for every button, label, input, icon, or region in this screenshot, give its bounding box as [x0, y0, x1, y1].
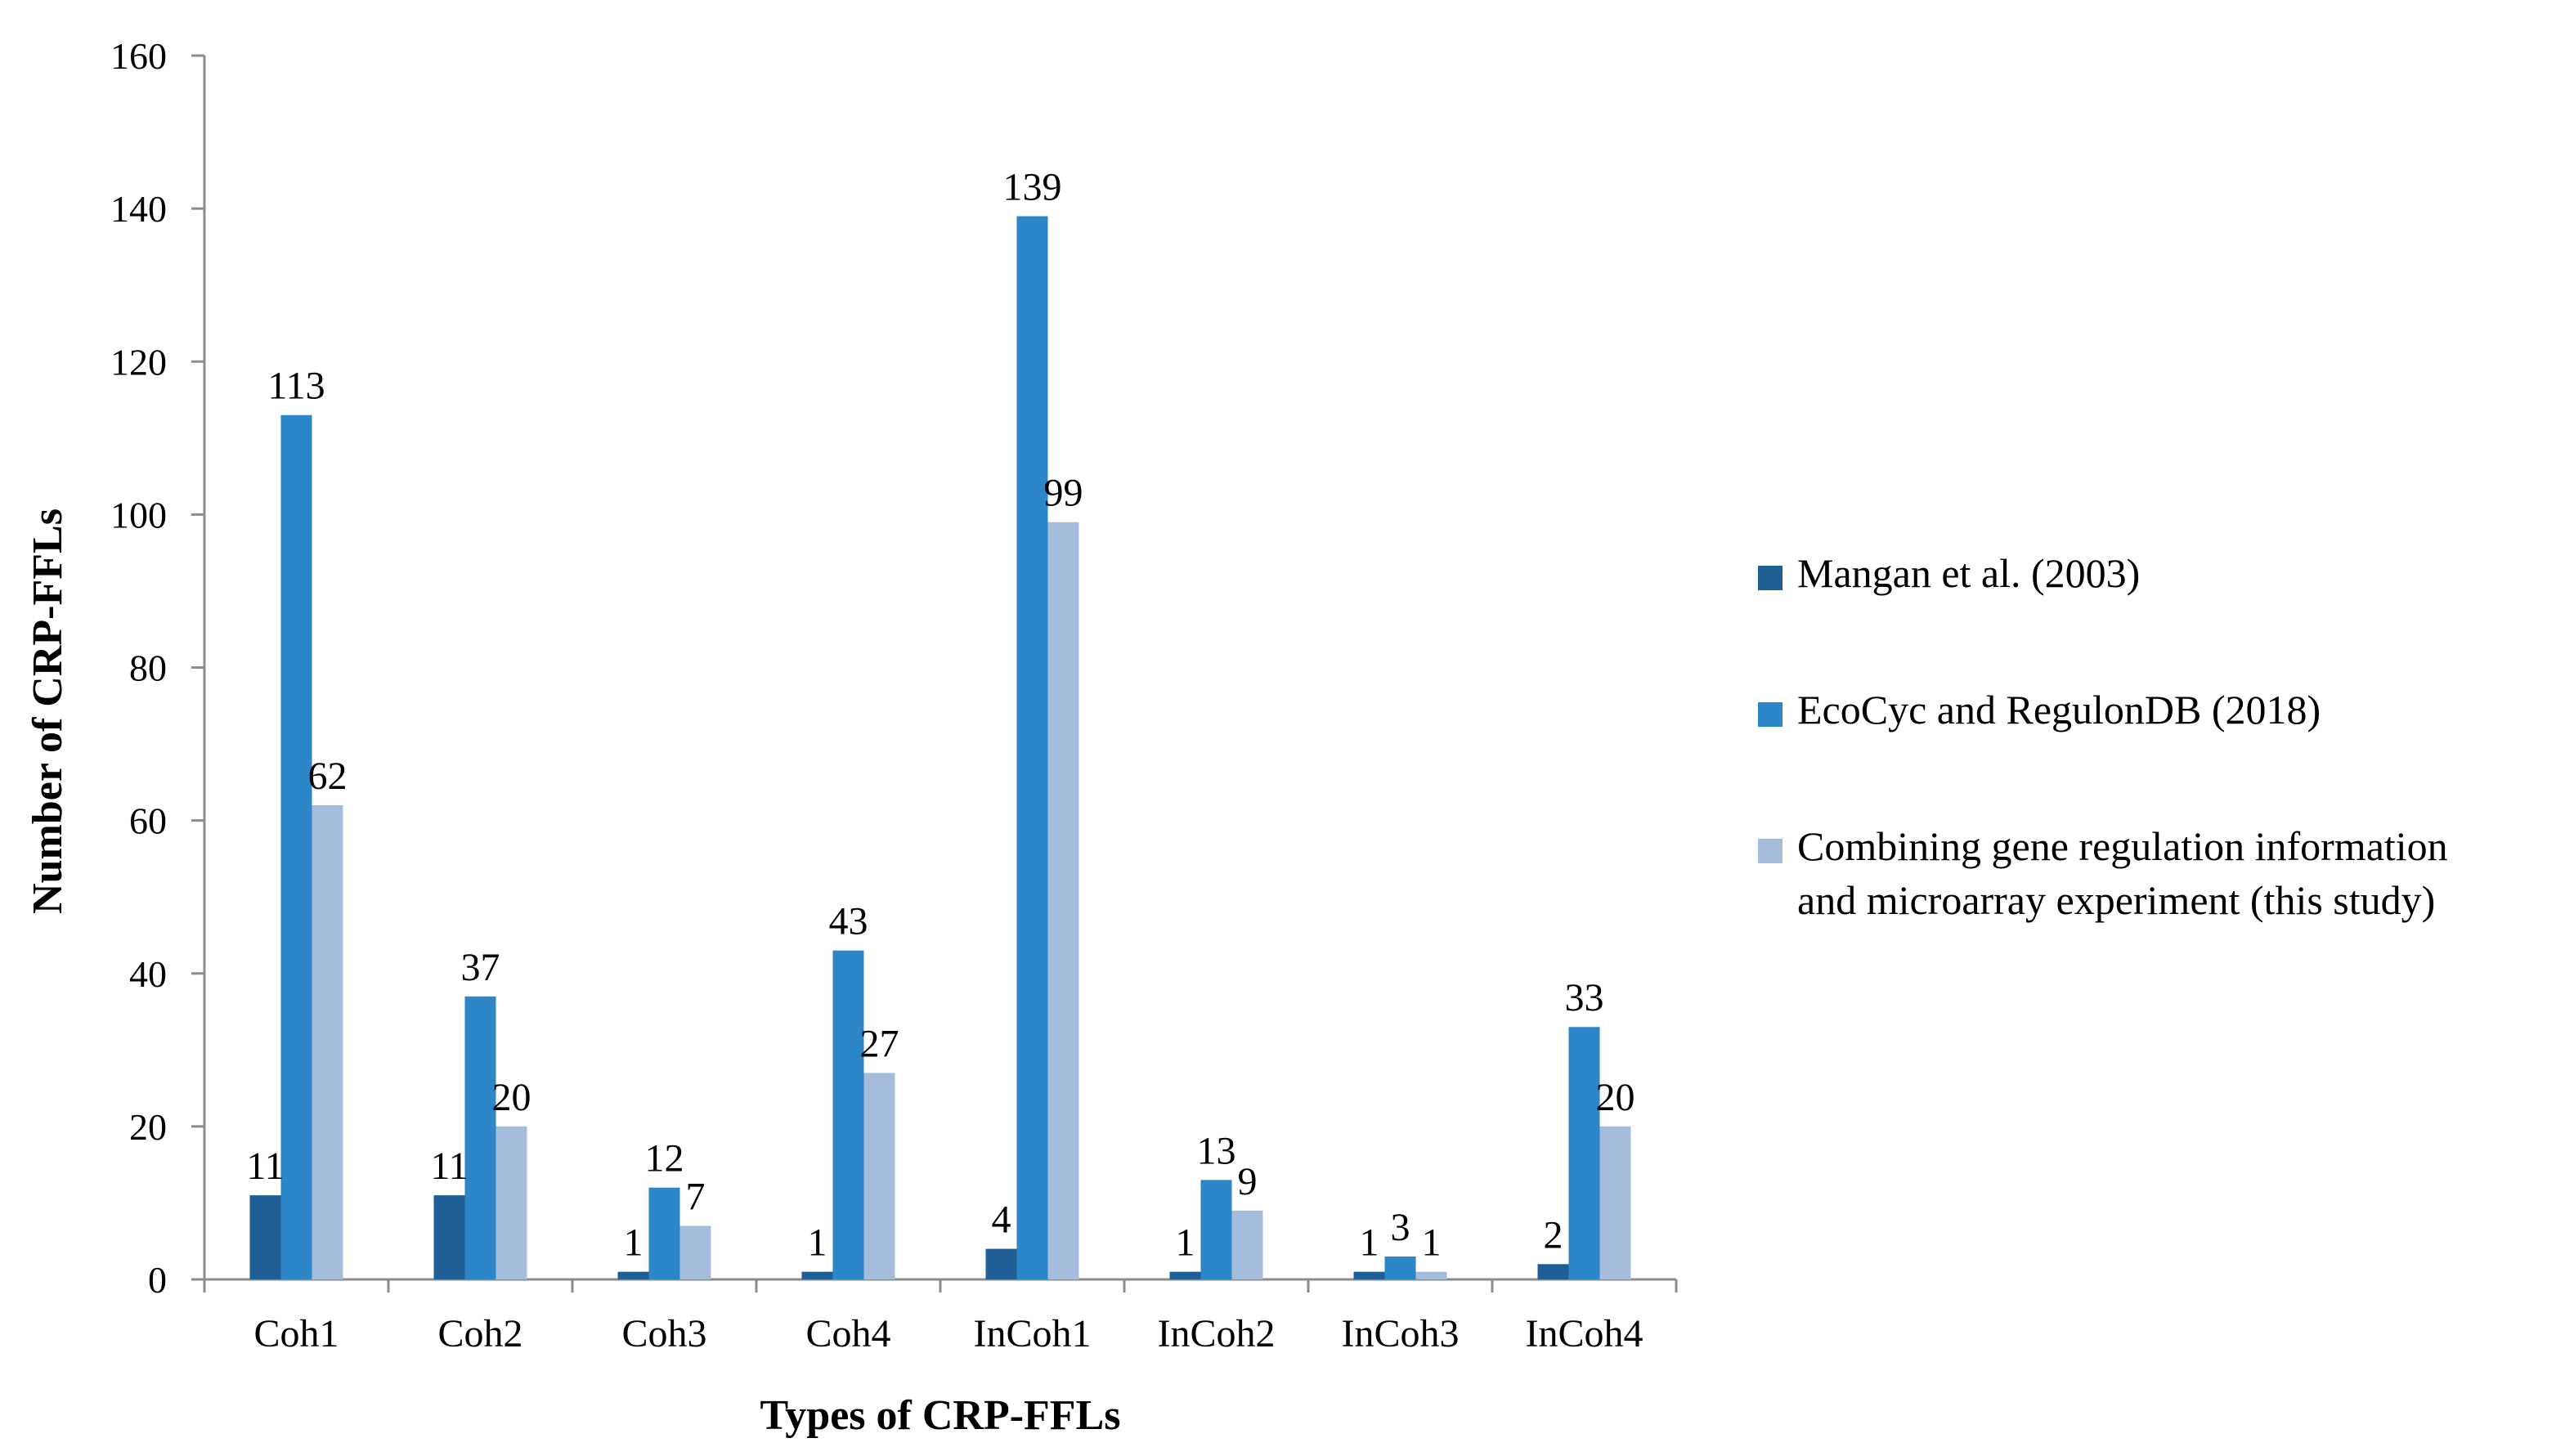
y-tick-label: 120: [110, 341, 167, 383]
y-tick-label: 100: [110, 494, 167, 535]
bar: [1537, 1264, 1569, 1279]
legend-swatch: [1758, 566, 1783, 590]
legend-label: Mangan et al. (2003): [1797, 550, 2140, 596]
y-tick-label: 20: [129, 1106, 167, 1148]
data-label: 7: [686, 1176, 706, 1219]
y-tick-label: 80: [129, 647, 167, 689]
data-label: 62: [308, 755, 348, 798]
data-label: 1: [808, 1221, 827, 1265]
y-axis: 0 20 40 60 80 100 120 140 160: [110, 35, 206, 1301]
bar: [1231, 1210, 1263, 1279]
bar: [1384, 1256, 1416, 1279]
bar: [1200, 1180, 1232, 1279]
x-category-label: Coh2: [437, 1312, 522, 1355]
legend-label: EcoCyc and RegulonDB (2018): [1797, 687, 2321, 732]
data-label: 139: [1003, 165, 1062, 208]
data-label: 27: [860, 1022, 899, 1065]
y-tick-label: 0: [148, 1259, 167, 1301]
bar: [679, 1225, 711, 1279]
x-category-label: InCoh3: [1342, 1312, 1460, 1355]
bar: [1169, 1271, 1201, 1279]
bar: [433, 1195, 465, 1279]
bar: [1568, 1027, 1600, 1279]
y-axis-title: Number of CRP-FFLs: [25, 508, 71, 914]
bar: [496, 1126, 527, 1279]
data-label: 13: [1197, 1129, 1236, 1172]
bar: [280, 414, 312, 1279]
data-label: 43: [829, 900, 868, 943]
data-label: 37: [461, 946, 500, 989]
data-label: 3: [1391, 1206, 1410, 1249]
bar: [1599, 1126, 1631, 1279]
x-category-label: Coh1: [253, 1312, 339, 1355]
bar: [464, 996, 496, 1279]
data-label: 1: [1360, 1221, 1379, 1265]
bars: [249, 216, 1631, 1280]
bar: [648, 1187, 680, 1279]
data-label: 113: [267, 365, 325, 408]
y-tick-label: 40: [129, 953, 167, 995]
bar: [832, 950, 864, 1279]
y-tick-label: 60: [129, 800, 167, 842]
bar: [1353, 1271, 1385, 1279]
data-label: 9: [1238, 1160, 1258, 1203]
data-label: 1: [624, 1221, 644, 1265]
bar: [1415, 1271, 1447, 1279]
bar: [312, 804, 343, 1279]
bar: [801, 1271, 833, 1279]
x-axis-title: Types of CRP-FFLs: [760, 1392, 1120, 1439]
legend-swatch: [1758, 839, 1783, 863]
x-category-label: Coh3: [621, 1312, 706, 1355]
data-label: 4: [992, 1198, 1011, 1242]
y-tick-label: 160: [110, 35, 167, 77]
x-axis: Coh1 Coh2 Coh3 Coh4 InCoh1 InCoh2 InCoh3 InCoh4: [203, 1278, 1678, 1355]
bar: [1016, 216, 1048, 1280]
legend: Mangan et al. (2003) EcoCyc and RegulonDB…: [1758, 550, 2448, 923]
data-label: 20: [1596, 1076, 1635, 1119]
bar: [617, 1271, 649, 1279]
bar: [1047, 522, 1079, 1279]
data-label: 2: [1544, 1213, 1563, 1257]
data-label: 99: [1044, 472, 1083, 515]
data-label: 33: [1565, 976, 1604, 1019]
x-category-label: InCoh1: [974, 1312, 1092, 1355]
data-label: 20: [492, 1076, 531, 1119]
x-category-label: Coh4: [805, 1312, 890, 1355]
legend-swatch: [1758, 702, 1783, 727]
data-label: 1: [1176, 1221, 1195, 1265]
bar: [863, 1073, 895, 1279]
legend-label: and microarray experiment (this study): [1797, 877, 2435, 923]
data-label: 11: [430, 1145, 468, 1188]
bar: [985, 1248, 1017, 1279]
y-tick-label: 140: [110, 188, 167, 230]
x-category-label: InCoh4: [1526, 1312, 1644, 1355]
data-label: 1: [1422, 1221, 1442, 1265]
legend-label: Combining gene regulation information: [1797, 823, 2448, 869]
data-label: 12: [645, 1137, 684, 1180]
x-category-label: InCoh2: [1158, 1312, 1276, 1355]
data-label: 11: [246, 1145, 284, 1188]
bar: [249, 1195, 281, 1279]
